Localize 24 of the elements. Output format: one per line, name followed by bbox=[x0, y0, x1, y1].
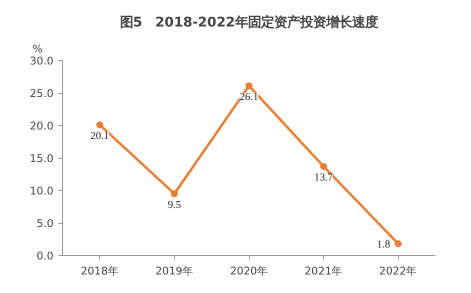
x-tick-label: 2022年 bbox=[379, 264, 418, 278]
point bbox=[246, 82, 252, 90]
data-label: 1.8 bbox=[376, 239, 390, 250]
chart-title: 图5 2018-2022年固定资产投资增长速度 bbox=[120, 14, 378, 30]
data-label: 13.7 bbox=[314, 172, 334, 184]
y-tick-label: 10.0 bbox=[30, 184, 54, 198]
data-label: 9.5 bbox=[168, 200, 182, 211]
y-tick-label: 15.0 bbox=[30, 152, 54, 165]
y-axis-title: % bbox=[32, 42, 43, 56]
point bbox=[394, 240, 402, 248]
point bbox=[320, 162, 328, 170]
y-tick-label: 0.0 bbox=[36, 250, 54, 262]
y-tick-label: 30.0 bbox=[30, 54, 54, 68]
y-tick-label: 20.0 bbox=[30, 120, 54, 132]
x-tick-label: 2019年 bbox=[155, 264, 194, 278]
x-tick-label: 2020年 bbox=[230, 264, 268, 278]
y-tick-label: 5.0 bbox=[36, 217, 54, 230]
data-label: 26.1 bbox=[240, 92, 258, 103]
data-label: 20.1 bbox=[90, 130, 110, 142]
point bbox=[170, 190, 178, 198]
y-tick-label: 25.0 bbox=[30, 87, 54, 100]
x-tick-label: 2018年 bbox=[80, 264, 119, 278]
x-tick-label: 2021年 bbox=[304, 264, 343, 278]
point bbox=[96, 121, 104, 128]
